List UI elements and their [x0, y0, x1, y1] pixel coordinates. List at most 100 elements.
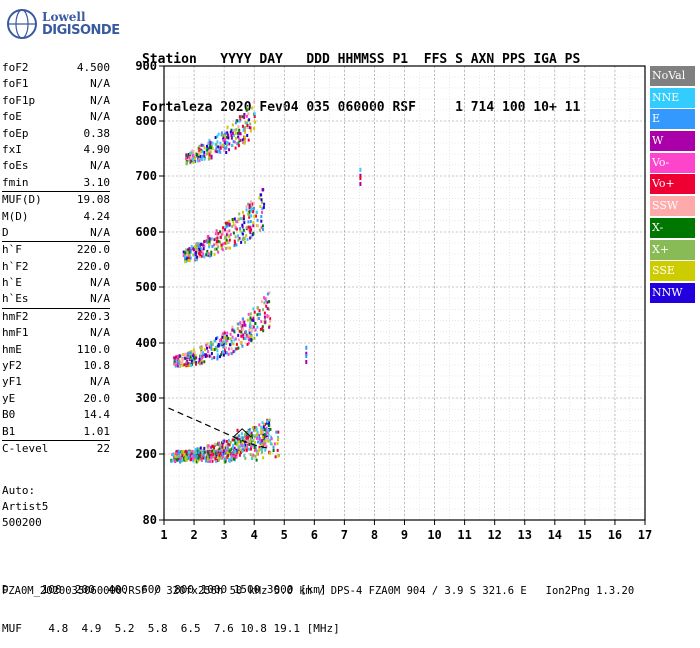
echo-point: [272, 445, 275, 449]
echo-point: [269, 319, 272, 323]
echo-point: [189, 256, 192, 260]
echo-point: [263, 442, 265, 446]
echo-point: [253, 214, 256, 218]
echo-point: [178, 364, 181, 368]
echo-point: [223, 141, 226, 145]
param-separator: [2, 439, 110, 441]
echo-point: [208, 155, 211, 159]
echo-point: [211, 445, 214, 448]
echo-point: [194, 252, 197, 256]
echo-point: [276, 448, 279, 452]
echo-point: [238, 448, 241, 452]
echo-point: [222, 343, 225, 347]
x-tick-label: 7: [341, 528, 348, 542]
echo-point: [235, 119, 238, 123]
echo-point: [232, 350, 235, 354]
echo-point: [235, 227, 238, 231]
echo-point: [224, 460, 227, 464]
echo-point: [199, 253, 202, 257]
echo-point: [210, 237, 213, 241]
echo-point: [242, 436, 245, 440]
echo-point: [263, 437, 266, 441]
echo-point: [202, 456, 205, 460]
echo-point: [215, 240, 218, 244]
echo-point: [231, 438, 234, 442]
echo-point: [227, 455, 230, 459]
scaled-trace-line: [232, 428, 252, 438]
echo-point: [200, 350, 203, 354]
echo-point: [247, 225, 250, 229]
echo-point: [232, 231, 235, 235]
echo-point: [202, 351, 204, 355]
echo-point: [248, 433, 251, 437]
echo-point: [238, 119, 241, 123]
param-value: 14.4: [83, 408, 111, 422]
x-tick-label: 5: [281, 528, 288, 542]
echo-point: [207, 444, 210, 448]
echo-point: [251, 324, 254, 328]
param-row: D N/A: [2, 225, 110, 241]
echo-point: [245, 108, 248, 112]
echo-point: [233, 244, 236, 248]
echo-point: [187, 248, 190, 252]
echo-point: [200, 346, 203, 350]
param-row: hmF1 N/A: [2, 325, 110, 341]
echo-point: [233, 239, 236, 243]
echo-point: [201, 354, 204, 358]
echo-point: [255, 436, 258, 440]
echo-point: [253, 115, 256, 118]
echo-point: [223, 149, 226, 153]
echo-point: [253, 100, 256, 104]
echo-point: [255, 452, 258, 456]
param-row: MUF(D) 19.08: [2, 192, 110, 208]
echo-point: [216, 349, 219, 353]
echo-point: [248, 328, 251, 332]
legend-item: SSE: [650, 261, 695, 282]
echo-point: [198, 244, 201, 248]
echo-point: [187, 250, 189, 254]
echo-point: [238, 338, 240, 342]
echo-point: [223, 335, 226, 339]
param-row: foF2 4.500: [2, 60, 110, 76]
echo-point: [247, 220, 250, 224]
echo-point: [206, 144, 208, 148]
echo-point: [209, 144, 212, 148]
echo-point: [256, 224, 259, 228]
echo-point: [195, 460, 198, 464]
echo-point: [173, 456, 176, 460]
echo-point: [225, 151, 228, 154]
echo-point: [253, 435, 256, 439]
logo-line-1: Lowell: [42, 10, 86, 24]
auto-software: Artist5: [2, 500, 49, 513]
echo-point: [203, 446, 206, 450]
echo-point: [229, 233, 232, 236]
echo-point: [226, 141, 229, 145]
param-row: foE N/A: [2, 109, 110, 125]
param-row: M(D) 4.24: [2, 209, 110, 225]
echo-point: [211, 147, 214, 151]
x-tick-label: 11: [457, 528, 471, 542]
echo-point: [208, 242, 210, 246]
echo-point: [196, 257, 199, 261]
echo-point: [243, 323, 246, 327]
echo-point: [243, 113, 246, 117]
echo-point: [190, 156, 192, 160]
echo-point: [269, 442, 272, 446]
echo-point: [240, 341, 243, 345]
x-tick-label: 8: [371, 528, 378, 542]
y-tick-label: 900: [135, 59, 157, 73]
param-separator: [2, 191, 110, 193]
param-name: D: [2, 225, 9, 239]
echo-point: [231, 455, 234, 459]
echo-point: [234, 450, 237, 454]
echo-point: [235, 243, 238, 247]
echo-point: [215, 229, 218, 233]
echo-point: [256, 333, 258, 337]
echo-point: [242, 214, 245, 218]
param-name: foF2: [2, 61, 29, 74]
echo-point: [249, 220, 252, 223]
echo-point: [227, 459, 230, 463]
param-row: yF1 N/A: [2, 374, 110, 390]
echo-point: [218, 453, 221, 457]
legend-item: E: [650, 109, 695, 130]
